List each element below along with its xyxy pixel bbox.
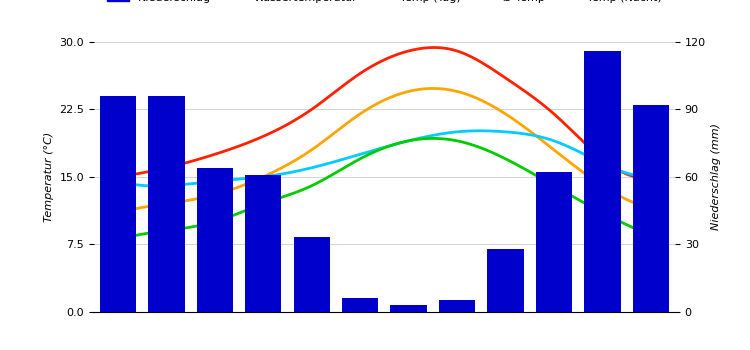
Bar xyxy=(342,298,378,312)
Bar xyxy=(584,51,620,312)
Bar xyxy=(196,168,233,312)
Legend: Niederschlag, Wassertemperatur, Temp (Tag), Ø Temp, Temp (Nacht): Niederschlag, Wassertemperatur, Temp (Ta… xyxy=(103,0,666,7)
Y-axis label: Niederschlag (mm): Niederschlag (mm) xyxy=(712,123,722,230)
Bar xyxy=(148,96,184,312)
Bar xyxy=(536,172,572,312)
Bar xyxy=(488,248,524,312)
Bar xyxy=(100,96,136,312)
Bar xyxy=(293,237,330,312)
Bar xyxy=(632,105,669,312)
Bar xyxy=(245,175,281,312)
Bar xyxy=(439,300,476,312)
Y-axis label: Temperatur (°C): Temperatur (°C) xyxy=(44,132,53,222)
Bar xyxy=(391,305,427,312)
